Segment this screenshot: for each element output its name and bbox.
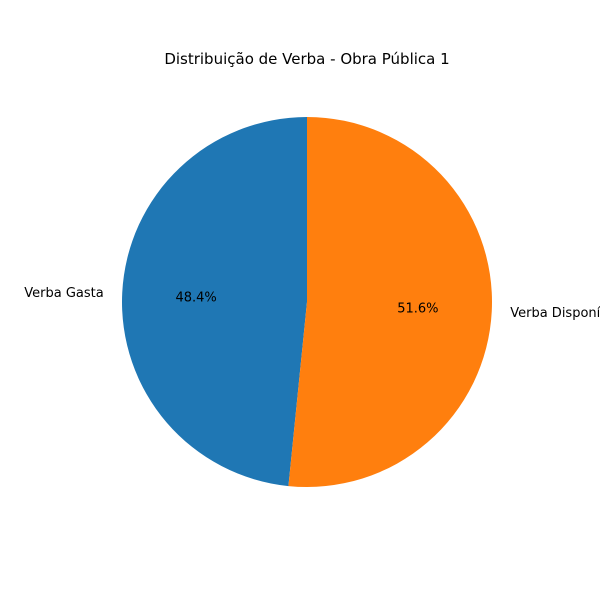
pie-slice-1 [122,117,307,487]
slice-percent-label-1: 48.4% [175,290,216,305]
chart-title: Distribuição de Verba - Obra Pública 1 [164,50,449,68]
slice-category-label-2: Verba Disponível [510,306,600,321]
labels-layer: 48.4% Verba Gasta 51.6% Verba Disponível [24,286,600,321]
slice-percent-label-2: 51.6% [397,302,438,317]
slice-category-label-1: Verba Gasta [24,286,103,301]
slices-layer [122,117,493,488]
pie-slice-2 [288,117,493,488]
